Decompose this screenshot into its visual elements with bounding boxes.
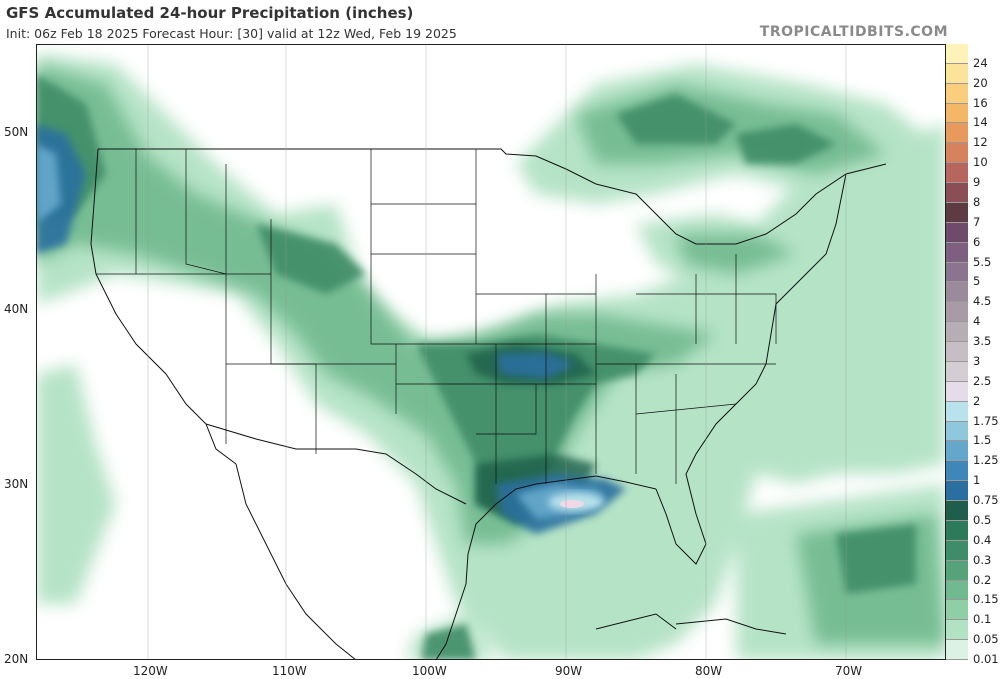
- colorbar-swatch: [946, 421, 968, 442]
- forecast-info: Init: 06z Feb 18 2025 Forecast Hour: [30…: [6, 26, 457, 41]
- lon-label-90w: 90W: [555, 664, 583, 678]
- colorbar-swatch: [946, 461, 968, 482]
- colorbar-label: 0.5: [973, 512, 992, 527]
- colorbar-label: 0.15: [973, 592, 999, 607]
- colorbar-swatch: [946, 222, 968, 243]
- colorbar-swatch: [946, 202, 968, 223]
- colorbar-swatch: [946, 520, 968, 541]
- colorbar-swatch: [946, 44, 968, 64]
- colorbar-label: 3: [973, 353, 981, 368]
- precip-colorbar: 24 20 16 14 12 10 9 8 7 6 5.5 5 4.5 4 3.5 3 2.5 2 1.75 1.5 1…: [946, 44, 1000, 665]
- precipitation-map: [36, 44, 946, 660]
- colorbar-label: 5.5: [973, 254, 992, 269]
- colorbar-swatch: [946, 83, 968, 104]
- colorbar-swatch: [946, 302, 968, 323]
- colorbar-label: 2.5: [973, 373, 992, 388]
- colorbar-label: 14: [973, 115, 988, 130]
- colorbar-swatch: [946, 123, 968, 144]
- colorbar-label: 20: [973, 75, 988, 90]
- colorbar-label: 7: [973, 214, 981, 229]
- colorbar-swatch: [946, 401, 968, 422]
- lon-label-70w: 70W: [835, 664, 863, 678]
- colorbar-swatch: [946, 600, 968, 621]
- colorbar-swatch: [946, 540, 968, 561]
- colorbar-swatch: [946, 242, 968, 263]
- colorbar-label: 3.5: [973, 334, 992, 349]
- colorbar-label: 8: [973, 194, 981, 209]
- lat-label-20n: 20N: [4, 652, 29, 666]
- colorbar-swatch: [946, 580, 968, 601]
- coastlines: [90, 148, 887, 660]
- colorbar-swatch: [946, 381, 968, 402]
- colorbar-swatch: [946, 262, 968, 283]
- lat-label-50n: 50N: [4, 125, 29, 139]
- colorbar-label: 2: [973, 393, 981, 408]
- colorbar-label: 16: [973, 95, 988, 110]
- colorbar-label: 1.25: [973, 453, 999, 468]
- lon-label-100w: 100W: [412, 664, 447, 678]
- colorbar-swatch: [946, 143, 968, 164]
- colorbar-label: 4.5: [973, 294, 992, 309]
- colorbar-label: 0.1: [973, 612, 992, 627]
- colorbar-label: 1: [973, 473, 981, 488]
- colorbar-label: 10: [973, 155, 988, 170]
- colorbar-swatch: [946, 560, 968, 581]
- colorbar-label: 5: [973, 274, 981, 289]
- colorbar-label: 0.4: [973, 532, 992, 547]
- colorbar-swatch: [946, 163, 968, 184]
- colorbar-label: 0.75: [973, 493, 999, 508]
- colorbar-swatch: [946, 361, 968, 382]
- map-frame: [36, 44, 946, 660]
- colorbar-label: 1.75: [973, 413, 999, 428]
- lon-label-80w: 80W: [695, 664, 723, 678]
- colorbar-swatch: [946, 441, 968, 462]
- lon-label-110w: 110W: [272, 664, 307, 678]
- lat-label-40n: 40N: [4, 302, 29, 316]
- lon-label-120w: 120W: [133, 664, 168, 678]
- map-title: GFS Accumulated 24-hour Precipitation (i…: [6, 4, 414, 22]
- colorbar-swatch: [946, 501, 968, 521]
- colorbar-swatch: [946, 481, 968, 502]
- colorbar-label: 0.3: [973, 552, 992, 567]
- colorbar-swatch: [946, 103, 968, 124]
- colorbar-label: 24: [973, 55, 988, 70]
- colorbar-label: 0.05: [973, 632, 999, 647]
- colorbar-swatch: [946, 342, 968, 362]
- colorbar-label: 9: [973, 175, 981, 190]
- colorbar-label: 12: [973, 135, 988, 150]
- graticule: [147, 44, 847, 660]
- colorbar-label: 0.01: [973, 652, 999, 666]
- colorbar-label: 1.5: [973, 433, 992, 448]
- state-borders: [96, 149, 777, 484]
- colorbar-swatch: [946, 620, 968, 641]
- colorbar-swatch: [946, 282, 968, 303]
- colorbar-swatch: [946, 183, 968, 203]
- lat-label-30n: 30N: [4, 477, 29, 491]
- source-watermark: TROPICALTIDBITS.COM: [759, 24, 948, 40]
- colorbar-swatch: [946, 640, 968, 660]
- colorbar-label: 6: [973, 234, 981, 249]
- colorbar-label: 0.2: [973, 572, 992, 587]
- precip-maximum: [560, 500, 584, 508]
- colorbar-swatch: [946, 63, 968, 84]
- colorbar-swatch: [946, 322, 968, 343]
- colorbar-label: 4: [973, 314, 981, 329]
